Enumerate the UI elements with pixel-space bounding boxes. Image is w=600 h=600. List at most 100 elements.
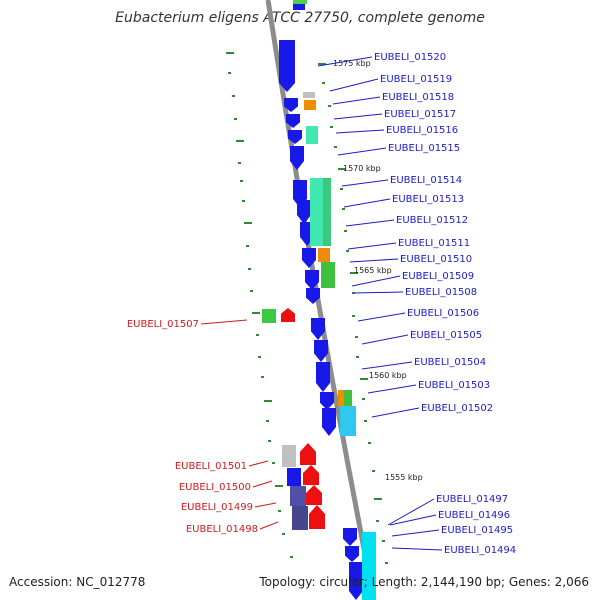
gene-label-01520: EUBELI_01520	[374, 52, 446, 63]
cds-arrow	[290, 146, 304, 170]
scale-tick	[328, 105, 331, 107]
scale-tick	[362, 398, 365, 400]
cds-arrow	[293, 0, 305, 10]
scale-tick	[385, 562, 388, 564]
label-leader	[353, 291, 404, 294]
label-leader	[371, 407, 420, 418]
gene-label-01517: EUBELI_01517	[384, 109, 456, 120]
cds-arrow	[284, 98, 298, 112]
gene-label-01500: EUBELI_01500	[179, 482, 251, 493]
cds-arrow	[322, 408, 336, 436]
scale-tick	[344, 230, 347, 232]
cds-arrow	[306, 485, 322, 505]
cds-arrow	[262, 309, 276, 323]
scale-tick	[318, 63, 326, 65]
scale-tick	[334, 146, 337, 148]
scale-tick	[266, 420, 269, 422]
scale-tick	[264, 400, 272, 402]
gene-label-01498: EUBELI_01498	[186, 524, 258, 535]
label-leader	[345, 219, 395, 227]
cds-arrow	[343, 528, 357, 546]
feature-block	[306, 126, 318, 144]
gene-label-01496: EUBELI_01496	[438, 510, 510, 521]
cds-arrow	[281, 308, 295, 322]
scale-tick	[376, 520, 379, 522]
scale-tick	[364, 420, 367, 422]
summary-text: Topology: circular; Length: 2,144,190 bp…	[259, 575, 589, 589]
scale-tick	[360, 378, 368, 380]
gene-label-01513: EUBELI_01513	[392, 194, 464, 205]
scale-tick	[352, 315, 355, 317]
gene-label-01518: EUBELI_01518	[382, 92, 454, 103]
scale-label-kbp-1560: 1560 kbp	[369, 371, 407, 380]
gene-label-01506: EUBELI_01506	[407, 308, 479, 319]
scale-tick	[340, 188, 343, 190]
cds-arrow	[303, 465, 319, 485]
gene-label-01514: EUBELI_01514	[390, 175, 462, 186]
cds-arrow	[288, 130, 302, 144]
scale-tick	[356, 356, 359, 358]
label-leader	[248, 460, 269, 467]
cds-arrow	[316, 362, 330, 392]
gene-label-01511: EUBELI_01511	[398, 238, 470, 249]
feature-block	[292, 506, 308, 530]
label-leader	[317, 56, 373, 67]
scale-tick	[338, 168, 346, 170]
feature-block	[362, 532, 376, 600]
gene-label-01499: EUBELI_01499	[181, 502, 253, 513]
scale-tick	[355, 336, 358, 338]
feature-block	[303, 92, 315, 98]
cds-arrow	[314, 340, 328, 362]
scale-tick	[244, 222, 252, 224]
cds-arrow	[297, 200, 311, 224]
feature-block	[290, 486, 306, 506]
scale-tick	[232, 95, 235, 97]
feature-block	[318, 248, 330, 262]
gene-label-01497: EUBELI_01497	[436, 494, 508, 505]
label-leader	[332, 96, 381, 105]
scale-tick	[275, 485, 283, 487]
label-leader	[200, 319, 248, 325]
feature-block	[304, 100, 316, 110]
scale-tick	[278, 510, 281, 512]
scale-tick	[290, 556, 293, 558]
label-leader	[389, 514, 437, 526]
gene-label-01501: EUBELI_01501	[175, 461, 247, 472]
scale-tick	[342, 208, 345, 210]
scale-tick	[226, 52, 234, 54]
scale-tick	[346, 250, 349, 252]
feature-block	[310, 178, 324, 246]
cds-arrow	[320, 392, 334, 410]
label-leader	[349, 258, 399, 263]
scale-tick	[228, 72, 231, 74]
cds-arrow	[286, 114, 300, 128]
cds-arrow	[302, 248, 316, 268]
label-leader	[361, 361, 413, 370]
scale-tick	[350, 272, 358, 274]
accession-text: Accession: NC_012778	[9, 575, 146, 589]
scale-tick	[261, 376, 264, 378]
feature-block	[321, 262, 335, 288]
feature-block	[287, 468, 301, 486]
scale-label-kbp-1555: 1555 kbp	[385, 473, 423, 482]
gene-label-01515: EUBELI_01515	[388, 143, 460, 154]
scale-tick	[252, 312, 260, 314]
scale-tick	[246, 245, 249, 247]
scale-tick	[272, 462, 275, 464]
gene-label-01504: EUBELI_01504	[414, 357, 486, 368]
label-leader	[343, 198, 391, 208]
label-leader	[337, 147, 387, 156]
label-leader	[351, 275, 401, 287]
feature-block	[340, 406, 356, 436]
label-leader	[341, 179, 389, 187]
gene-label-01503: EUBELI_01503	[418, 380, 490, 391]
scale-tick	[372, 470, 375, 472]
scale-tick	[242, 200, 245, 202]
scale-tick	[268, 440, 271, 442]
gene-label-01508: EUBELI_01508	[405, 287, 477, 298]
scale-tick	[352, 292, 355, 294]
cds-arrow	[305, 270, 319, 290]
label-leader	[391, 547, 443, 551]
cds-arrow	[345, 546, 359, 562]
label-leader	[333, 113, 383, 120]
